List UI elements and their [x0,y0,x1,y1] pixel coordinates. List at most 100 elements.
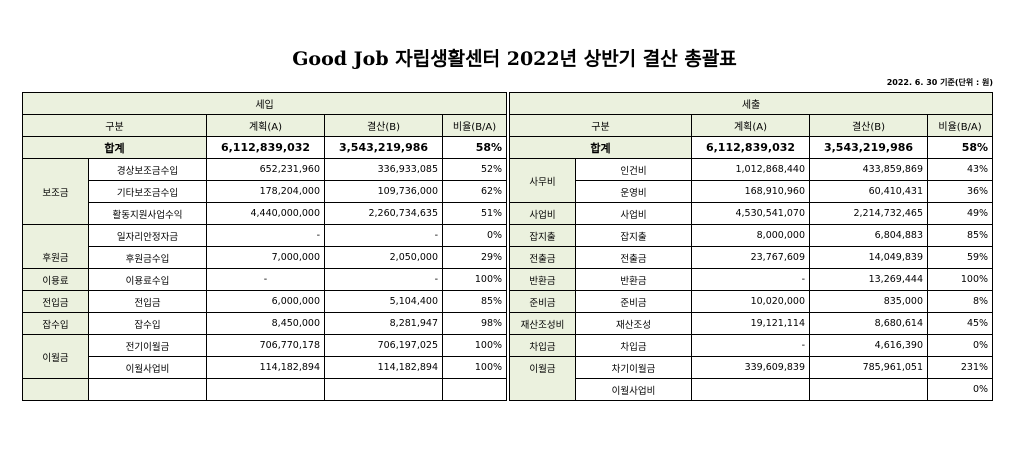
item-ratio: 0% [926,378,994,401]
item-label: 경상보조금수입 [88,158,207,181]
item-plan: 10,020,000 [691,290,810,313]
total-ratio: 58% [441,136,508,159]
table-row: 반환금 반환금 - 13,269,444 100% [509,268,994,291]
item-ratio: 100% [441,268,508,291]
table-row: 활동지원사업수익 4,440,000,000 2,260,734,635 51% [23,202,508,225]
col-actual: 결산(B) [809,114,928,137]
table-row: 이월금 전기이월금 706,770,178 706,197,025 100% [22,334,508,379]
group-label: 보조금 [22,158,89,225]
total-label: 합계 [509,136,692,159]
table-row-empty [22,378,508,401]
group-label-blank [22,224,89,247]
item-plan: - [206,224,325,247]
item-ratio: 49% [926,202,994,225]
total-label: 합계 [22,136,207,159]
item-actual: 835,000 [809,290,928,313]
col-actual: 결산(B) [324,114,443,137]
item-actual: 109,736,000 [324,180,443,203]
item-actual: 785,961,051 [809,356,928,379]
item-plan: - [206,268,325,291]
item-plan: 23,767,609 [691,246,810,269]
item-label: 이용료수입 [88,268,207,291]
item-ratio: 36% [926,180,994,203]
item-label: 인건비 [575,158,692,181]
table-row: 재산조성비 재산조성 19,121,114 8,680,614 45% [509,312,994,335]
table-row: 전출금 전출금 23,767,609 14,049,839 59% [509,246,994,269]
item-ratio: 52% [441,158,508,181]
item-label: 전기이월금 [88,334,207,357]
item-plan: 178,204,000 [206,180,325,203]
table-row: 준비금 준비금 10,020,000 835,000 8% [509,290,994,313]
empty-cell [441,378,508,401]
item-actual: 60,410,431 [809,180,928,203]
item-label: 준비금 [575,290,692,313]
item-label: 전출금 [575,246,692,269]
table-row: 후원금 후원금수입 7,000,000 2,050,000 29% [22,246,508,269]
table-row: 일자리안정자금 - - 0% [22,224,508,247]
item-plan: 652,231,960 [206,158,325,181]
item-ratio: 85% [926,224,994,247]
item-ratio: 51% [441,202,508,225]
group-label: 준비금 [509,290,576,313]
total-actual: 3,543,219,986 [324,136,443,159]
item-plan: 19,121,114 [691,312,810,335]
table-row: 보조금 경상보조금수입 652,231,960 336,933,085 52% [22,158,508,225]
item-ratio: 29% [441,246,508,269]
income-header: 세입 [21,92,508,115]
item-actual: 5,104,400 [324,290,443,313]
group-label: 차입금 [509,334,576,357]
group-label: 후원금 [22,246,89,269]
income-header-row: 세입 [21,92,508,115]
item-label: 차입금 [575,334,692,357]
item-label: 잡수입 [88,312,207,335]
table-row: 이월사업비 114,182,894 114,182,894 100% [23,356,508,379]
item-plan: 4,440,000,000 [206,202,325,225]
col-category: 구분 [509,114,692,137]
item-actual: 433,859,869 [809,158,928,181]
expense-header: 세출 [508,92,994,115]
total-plan: 6,112,839,032 [691,136,810,159]
group-label: 이용료 [22,268,89,291]
date-note: 2022. 6. 30 기준(단위 : 원) [886,78,993,87]
item-plan: 339,609,839 [691,356,810,379]
total-plan: 6,112,839,032 [206,136,325,159]
table-row: 잡지출 잡지출 8,000,000 6,804,883 85% [509,224,994,247]
item-actual: 4,616,390 [809,334,928,357]
item-actual: 114,182,894 [324,356,443,379]
item-ratio: 59% [926,246,994,269]
page-title: Good Job 자립생활센터 2022년 상반기 결산 총괄표 [292,48,737,70]
item-ratio: 100% [441,356,508,379]
item-label: 이월사업비 [88,356,207,379]
item-actual: 14,049,839 [809,246,928,269]
group-label: 잡지출 [509,224,576,247]
expense-table: 세출 구분 계획(A) 결산(B) 비율(B/A) 합계 6,112,839,0… [508,92,994,401]
item-plan: 4,530,541,070 [691,202,810,225]
item-ratio: 231% [926,356,994,379]
item-plan: - [691,334,810,357]
table-row: 잡수입 잡수입 8,450,000 8,281,947 98% [22,312,508,335]
item-ratio: 0% [926,334,994,357]
item-actual: 2,050,000 [324,246,443,269]
expense-column-row: 구분 계획(A) 결산(B) 비율(B/A) [509,114,994,137]
group-label: 이월금 [22,334,89,379]
expense-total-row: 합계 6,112,839,032 3,543,219,986 58% [509,136,994,159]
item-plan: 8,000,000 [691,224,810,247]
table-row: 차입금 차입금 - 4,616,390 0% [509,334,994,357]
col-ratio: 비율(B/A) [441,114,508,137]
empty-cell [206,378,325,401]
income-total-row: 합계 6,112,839,032 3,543,219,986 58% [22,136,508,159]
col-plan: 계획(A) [691,114,810,137]
col-plan: 계획(A) [206,114,325,137]
item-label: 기타보조금수입 [88,180,207,203]
item-label: 반환금 [575,268,692,291]
item-plan: 1,012,868,440 [691,158,810,181]
item-ratio: 100% [926,268,994,291]
item-plan: 168,910,960 [691,180,810,203]
group-label: 이월금 [509,356,576,379]
item-actual: 8,680,614 [809,312,928,335]
table-row: 운영비 168,910,960 60,410,431 36% [510,180,994,203]
group-label: 전출금 [509,246,576,269]
item-plan [691,378,810,401]
item-label: 이월사업비 [575,378,692,401]
item-plan: 6,000,000 [206,290,325,313]
